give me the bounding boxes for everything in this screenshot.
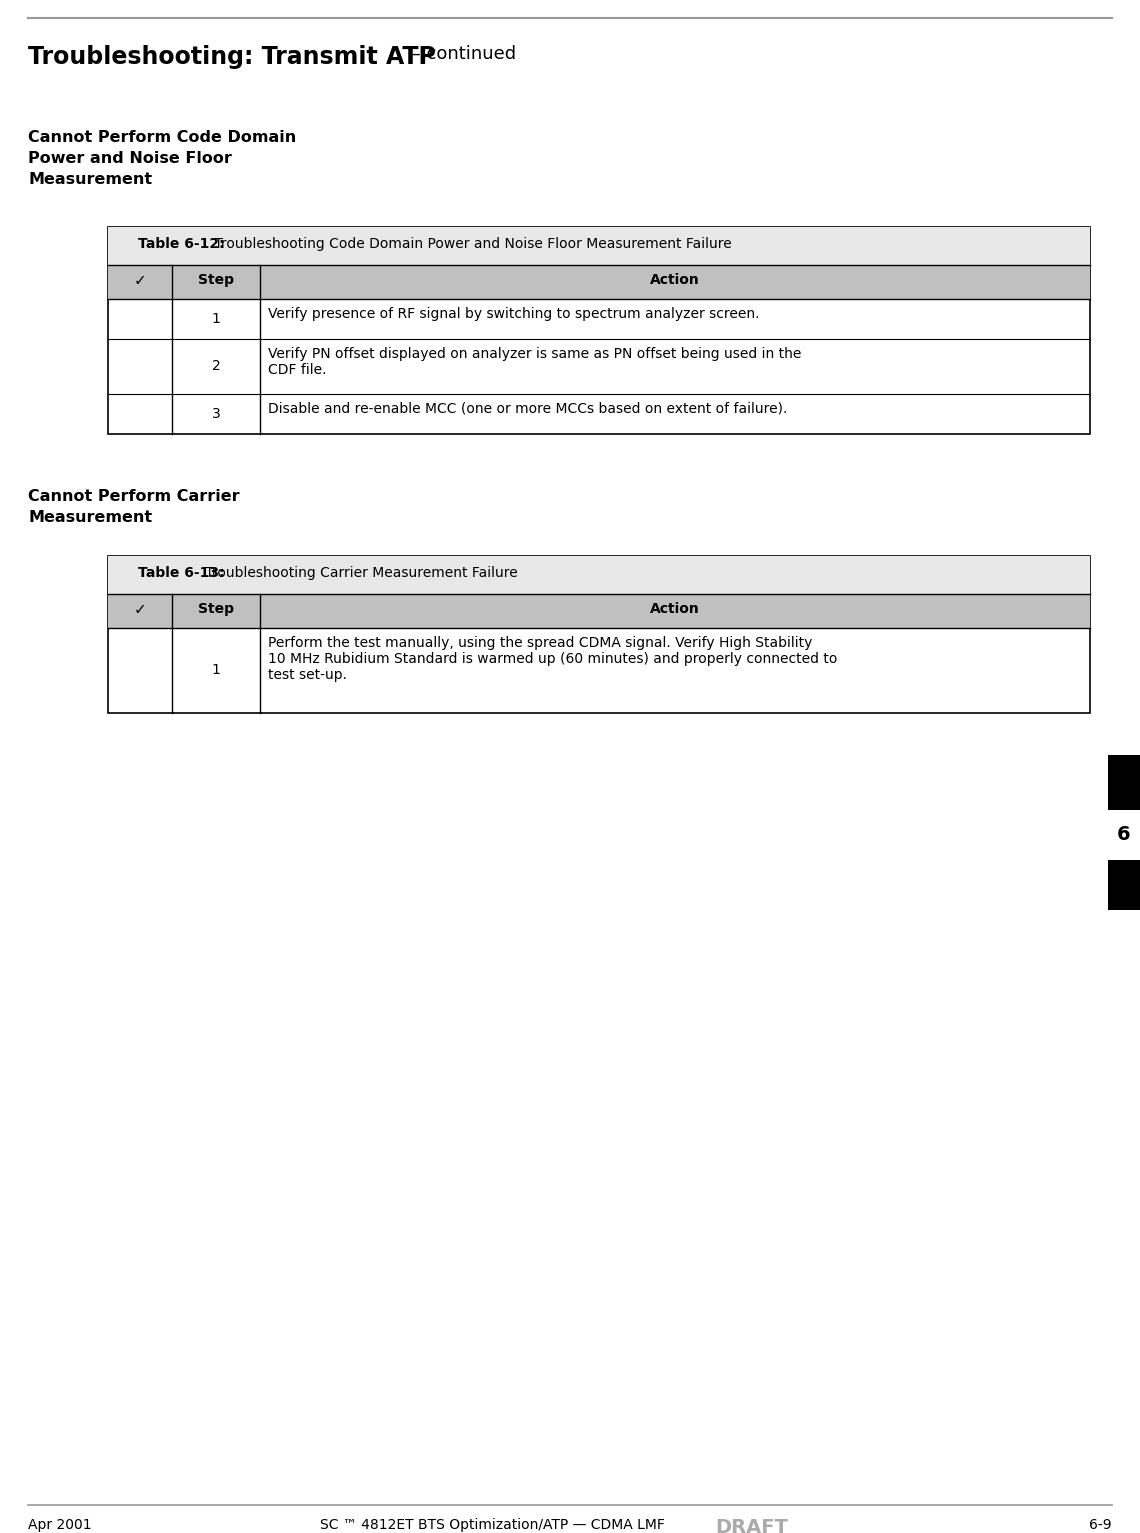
Text: Measurement: Measurement — [28, 172, 152, 187]
Text: DRAFT: DRAFT — [715, 1518, 788, 1533]
Text: Perform the test manually, using the spread CDMA signal. Verify High Stability
1: Perform the test manually, using the spr… — [268, 636, 838, 682]
Text: ✓: ✓ — [133, 273, 146, 288]
Text: SC ™ 4812ET BTS Optimization/ATP — CDMA LMF: SC ™ 4812ET BTS Optimization/ATP — CDMA … — [320, 1518, 665, 1531]
Text: Step: Step — [198, 602, 234, 616]
Bar — [1108, 754, 1140, 809]
Text: Action: Action — [650, 273, 700, 287]
Bar — [108, 556, 1090, 713]
Text: Verify presence of RF signal by switching to spectrum analyzer screen.: Verify presence of RF signal by switchin… — [268, 307, 759, 320]
Text: 2: 2 — [212, 360, 220, 374]
Text: ✓: ✓ — [133, 602, 146, 616]
Text: 6: 6 — [1117, 825, 1131, 845]
Text: Cannot Perform Code Domain: Cannot Perform Code Domain — [28, 130, 296, 146]
Text: 6-9: 6-9 — [1090, 1518, 1112, 1531]
Bar — [108, 227, 1090, 434]
Text: Cannot Perform Carrier: Cannot Perform Carrier — [28, 489, 239, 504]
Text: Action: Action — [650, 602, 700, 616]
Bar — [1108, 860, 1140, 911]
Text: Measurement: Measurement — [28, 510, 152, 524]
Text: Apr 2001: Apr 2001 — [28, 1518, 91, 1531]
Bar — [108, 265, 1090, 299]
Text: 1: 1 — [212, 313, 220, 327]
Bar — [108, 556, 1090, 593]
Bar — [108, 227, 1090, 265]
Text: Verify PN offset displayed on analyzer is same as PN offset being used in the
CD: Verify PN offset displayed on analyzer i… — [268, 346, 801, 377]
Text: 1: 1 — [212, 664, 220, 678]
Text: Power and Noise Floor: Power and Noise Floor — [28, 150, 231, 166]
Text: Step: Step — [198, 273, 234, 287]
Text: – continued: – continued — [406, 44, 516, 63]
Text: Table 6-13:: Table 6-13: — [138, 566, 225, 579]
Text: Table 6-12:: Table 6-12: — [138, 238, 225, 251]
Text: Troubleshooting: Transmit ATP: Troubleshooting: Transmit ATP — [28, 44, 435, 69]
Text: 3: 3 — [212, 406, 220, 422]
Text: Troubleshooting Code Domain Power and Noise Floor Measurement Failure: Troubleshooting Code Domain Power and No… — [210, 238, 732, 251]
Text: Disable and re-enable MCC (one or more MCCs based on extent of failure).: Disable and re-enable MCC (one or more M… — [268, 402, 788, 415]
Bar — [108, 593, 1090, 629]
Text: Troubleshooting Carrier Measurement Failure: Troubleshooting Carrier Measurement Fail… — [201, 566, 518, 579]
